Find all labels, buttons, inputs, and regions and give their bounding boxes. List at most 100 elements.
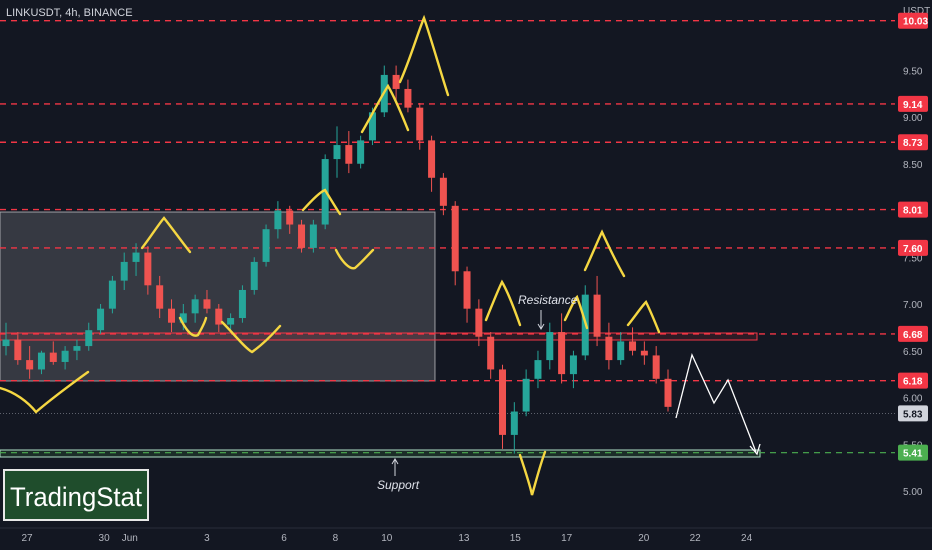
- candle-body: [416, 107, 424, 141]
- current-price-tag: 5.83: [903, 409, 923, 420]
- resistance-zone: [0, 332, 758, 341]
- candle-body: [132, 252, 140, 262]
- candle-body: [605, 336, 613, 361]
- candle-body: [593, 294, 601, 337]
- candle-body: [487, 336, 495, 370]
- y-tick-label: 6.50: [903, 347, 923, 358]
- x-tick-label: 20: [638, 533, 650, 544]
- level-tag-2: 8.73: [903, 138, 923, 149]
- current-price-tag-bg: [898, 405, 928, 422]
- candle-body: [617, 341, 625, 361]
- candle-body: [640, 350, 648, 356]
- swing-highlight: [360, 83, 410, 134]
- candle-body: [49, 352, 57, 362]
- level-tag-2-bg: [898, 134, 928, 151]
- candle-body: [37, 352, 45, 370]
- support-zone: [0, 449, 761, 458]
- candle-body: [392, 74, 400, 89]
- candle-body: [333, 145, 341, 160]
- candle-body: [215, 308, 223, 325]
- swing-highlight: [140, 216, 192, 254]
- brand-logo-box: [3, 469, 149, 521]
- candle-body: [499, 369, 506, 435]
- candle-body: [463, 271, 471, 309]
- swing-highlight: [301, 188, 342, 216]
- projection-path: [675, 353, 757, 453]
- y-tick-label: 9.50: [903, 66, 923, 77]
- candle-body: [569, 355, 577, 375]
- candle-body: [629, 341, 637, 351]
- candle-body: [26, 360, 34, 370]
- y-tick-label: 7.00: [903, 300, 923, 311]
- support-level-tag-bg: [898, 444, 928, 461]
- swing-highlight: [583, 229, 626, 278]
- level-tag-0-bg: [898, 12, 928, 29]
- candle-body: [451, 205, 459, 272]
- candle-body: [120, 261, 128, 281]
- y-tick-label: 9.00: [903, 113, 923, 124]
- level-tag-0: 10.03: [903, 17, 928, 28]
- x-tick-label: 8: [333, 533, 339, 544]
- candle-body: [404, 88, 412, 108]
- x-tick-label: 30: [99, 533, 111, 544]
- candle-body: [191, 299, 199, 314]
- level-tag-5-bg: [898, 325, 928, 342]
- swing-highlight: [220, 320, 282, 354]
- level-tag-1-bg: [898, 95, 928, 112]
- candle-body: [534, 360, 542, 379]
- candle-body: [298, 224, 306, 248]
- candle-body: [144, 252, 152, 286]
- x-tick-label: 22: [690, 533, 702, 544]
- swing-highlight: [518, 450, 547, 496]
- price-axis-bg: [895, 0, 932, 550]
- support-label: Support: [377, 478, 420, 492]
- x-tick-label: 24: [741, 533, 753, 544]
- candle-body: [345, 145, 353, 164]
- x-tick-label: Jun: [122, 533, 138, 544]
- x-tick-label: 13: [458, 533, 470, 544]
- y-tick-label: 7.50: [903, 253, 923, 264]
- swing-highlight: [626, 299, 661, 334]
- swing-highlight: [178, 316, 208, 337]
- candle-body: [475, 308, 483, 337]
- candle-body: [664, 378, 672, 407]
- y-tick-label: 5.00: [903, 487, 923, 498]
- x-tick-label: 6: [281, 533, 287, 544]
- level-tag-4: 7.60: [903, 244, 923, 255]
- candle-body: [262, 229, 270, 262]
- candle-body: [368, 112, 376, 141]
- candle-body: [227, 318, 235, 325]
- candle-body: [73, 346, 81, 351]
- swing-highlight: [398, 14, 450, 97]
- candle-body: [357, 140, 365, 164]
- level-tag-3-bg: [898, 201, 928, 218]
- candle-body: [14, 339, 22, 361]
- candle-body: [85, 330, 93, 347]
- candle-body: [439, 177, 447, 206]
- x-tick-label: 15: [510, 533, 522, 544]
- currency-label: USDT: [903, 6, 930, 17]
- projection-arrowhead: [749, 443, 761, 456]
- candle-body: [168, 308, 175, 323]
- swing-highlight: [334, 248, 375, 270]
- candle-body: [108, 280, 116, 309]
- resistance-label: Resistance: [518, 293, 578, 307]
- level-tag-6: 6.18: [903, 377, 923, 388]
- y-tick-label: 6.00: [903, 394, 923, 405]
- x-tick-label: 27: [21, 533, 33, 544]
- level-tag-6-bg: [898, 372, 928, 389]
- candle-body: [510, 411, 518, 435]
- range-box: [0, 211, 436, 382]
- candle-body: [2, 339, 10, 347]
- x-tick-label: 3: [204, 533, 210, 544]
- swing-highlight: [0, 370, 90, 414]
- x-tick-label: 10: [381, 533, 393, 544]
- candle-body: [61, 350, 69, 362]
- resistance-arrowhead: [537, 323, 545, 330]
- level-tag-5: 6.68: [903, 330, 923, 341]
- candle-body: [274, 210, 282, 230]
- brand-logo-text: TradingStat: [10, 482, 142, 512]
- candle-body: [238, 289, 246, 319]
- level-tag-1: 9.14: [903, 100, 923, 111]
